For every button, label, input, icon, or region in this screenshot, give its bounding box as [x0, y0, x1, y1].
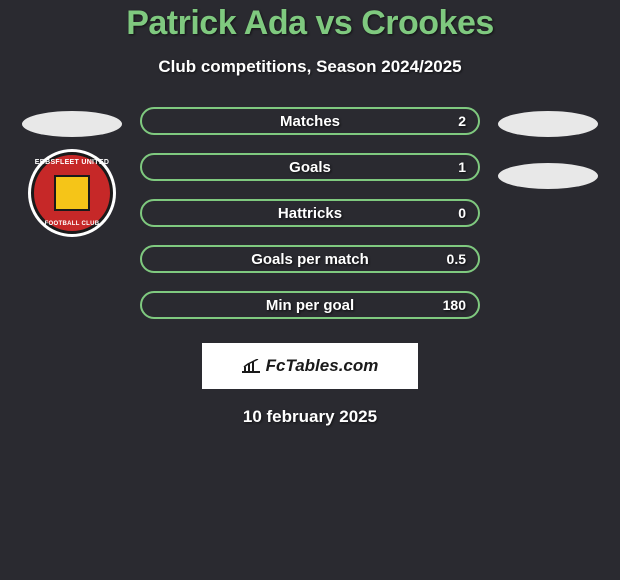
player-oval-right-1 [498, 111, 598, 137]
stats-column: Matches 2 Goals 1 Hattricks 0 Goals per … [140, 107, 480, 319]
player-oval-left [22, 111, 122, 137]
stat-value: 2 [458, 113, 466, 129]
stat-label: Hattricks [278, 205, 342, 222]
stat-bar-hattricks: Hattricks 0 [140, 199, 480, 227]
stat-bar-matches: Matches 2 [140, 107, 480, 135]
club-badge-inner: EBBSFLEET UNITED FOOTBALL CLUB [31, 152, 113, 234]
stat-bar-goals: Goals 1 [140, 153, 480, 181]
stat-label: Goals per match [251, 251, 369, 268]
stat-value: 0 [458, 205, 466, 221]
stat-label: Goals [289, 159, 331, 176]
stat-label: Matches [280, 113, 340, 130]
comparison-card: Patrick Ada vs Crookes Club competitions… [0, 0, 620, 427]
player-oval-right-2 [498, 163, 598, 189]
main-row: EBBSFLEET UNITED FOOTBALL CLUB Matches 2… [0, 107, 620, 319]
stat-value: 180 [443, 297, 466, 313]
date-text: 10 february 2025 [0, 407, 620, 427]
club-badge-left: EBBSFLEET UNITED FOOTBALL CLUB [28, 149, 116, 237]
subtitle: Club competitions, Season 2024/2025 [0, 57, 620, 77]
stat-label: Min per goal [266, 297, 354, 314]
stat-value: 1 [458, 159, 466, 175]
club-text-top: EBBSFLEET UNITED [34, 159, 110, 166]
stat-bar-goals-per-match: Goals per match 0.5 [140, 245, 480, 273]
club-center-shield [54, 175, 90, 211]
attribution-text: FcTables.com [266, 356, 379, 376]
stat-bar-min-per-goal: Min per goal 180 [140, 291, 480, 319]
page-title: Patrick Ada vs Crookes [0, 4, 620, 43]
left-player-col: EBBSFLEET UNITED FOOTBALL CLUB [22, 107, 122, 237]
chart-icon [242, 359, 260, 373]
club-text-bottom: FOOTBALL CLUB [34, 221, 110, 227]
right-player-col [498, 107, 598, 189]
stat-value: 0.5 [447, 251, 466, 267]
attribution-box: FcTables.com [202, 343, 418, 389]
